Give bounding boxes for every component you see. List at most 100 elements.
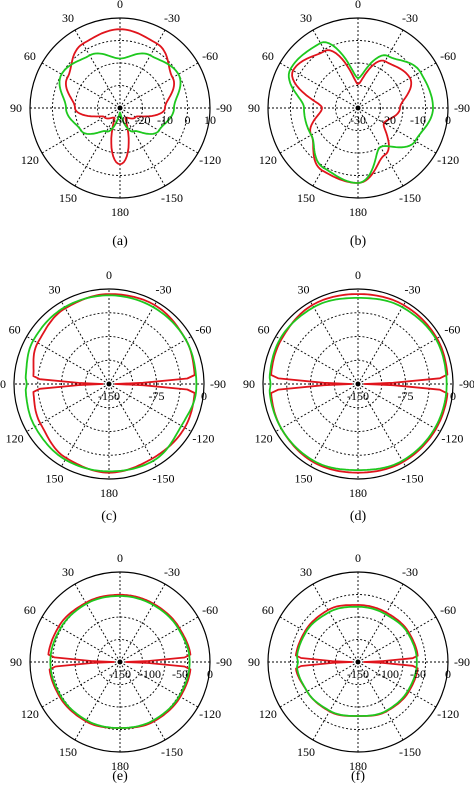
angle-tick-label: 60 (258, 323, 270, 337)
grid-ring (37, 312, 181, 456)
radial-tick-label: 0 (201, 389, 207, 403)
angle-tick-label: 180 (100, 486, 118, 500)
grid-spoke (41, 62, 121, 109)
polar-chart-c: 0 -30 -60 -90 -120 -150 180 150 120 90 60 30 -150 -75… (0, 268, 226, 524)
angle-tick-label: 30 (300, 11, 312, 25)
grid-ring (52, 40, 188, 176)
radial-tick-label: -100 (377, 667, 399, 681)
angle-tick-label: -120 (437, 153, 459, 167)
series-trace-green (58, 52, 182, 135)
subfigure-caption: (e) (112, 769, 128, 784)
center-dot (355, 659, 361, 665)
grid-ring (290, 40, 426, 176)
angle-tick-label: -30 (164, 565, 180, 579)
grid-spoke (357, 583, 404, 663)
angle-tick-label: 180 (349, 205, 367, 219)
grid-spoke (357, 616, 437, 663)
radial-tick-label: -20 (135, 113, 151, 127)
grid-spoke (119, 661, 199, 708)
series-trace-green (268, 297, 448, 471)
angle-tick-label: 150 (295, 471, 313, 485)
grid-spoke (312, 661, 359, 741)
subfigure-caption: (f) (351, 769, 365, 784)
center-dot (106, 381, 112, 387)
angle-tick-label: -150 (402, 471, 424, 485)
series-trace-green (49, 595, 191, 729)
radial-tick-label: -150 (109, 667, 131, 681)
angle-tick-label: -30 (402, 11, 418, 25)
center-dot (355, 105, 361, 111)
angle-tick-label: 60 (24, 49, 36, 63)
angle-tick-label: -30 (156, 283, 172, 297)
angle-tick-label: -60 (202, 49, 218, 63)
series-trace-red (65, 28, 175, 166)
angle-tick-label: 60 (9, 323, 21, 337)
grid-spoke (119, 661, 166, 741)
angle-tick-label: 0 (355, 268, 361, 282)
radial-tick-label: 0 (445, 113, 451, 127)
angle-tick-label: -60 (202, 603, 218, 617)
angle-tick-label: -90 (216, 655, 232, 669)
grid-ring (97, 85, 143, 131)
angle-tick-label: 180 (111, 759, 129, 773)
angle-tick-label: 120 (259, 707, 277, 721)
radial-tick-label: 0 (207, 667, 213, 681)
angle-tick-label: 120 (21, 153, 39, 167)
grid-spoke (279, 62, 359, 109)
angle-tick-label: 120 (21, 707, 39, 721)
angle-tick-label: -60 (440, 49, 456, 63)
angle-tick-label: 60 (262, 603, 274, 617)
angle-tick-label: -150 (161, 191, 183, 205)
grid-spoke (74, 661, 121, 741)
angle-tick-label: -120 (199, 153, 221, 167)
grid-spoke (279, 107, 359, 154)
radial-tick-label: -10 (410, 113, 426, 127)
radial-tick-label: 10 (204, 113, 216, 127)
grid-spoke (119, 62, 199, 109)
series-trace-green (296, 605, 418, 717)
angle-tick-label: 30 (298, 283, 310, 297)
angle-tick-label: 150 (59, 745, 77, 759)
angle-tick-label: 0 (355, 551, 361, 565)
grid-ring (286, 312, 430, 456)
polar-chart-e: 0 -30 -60 -90 -120 -150 180 150 120 90 60 30 -150 -10… (10, 551, 232, 784)
radial-tick-label: -30 (350, 113, 366, 127)
angle-tick-label: 90 (243, 377, 255, 391)
angle-tick-label: -60 (440, 603, 456, 617)
angle-tick-label: -90 (454, 655, 470, 669)
polar-chart-a: 0 -30 -60 -90 -120 -150 180 150 120 90 60 30 -30 -20-… (10, 0, 232, 249)
angle-tick-label: -30 (164, 11, 180, 25)
angle-tick-label: 60 (24, 603, 36, 617)
subfigure-caption: (d) (350, 509, 367, 524)
grid-spoke (357, 107, 437, 154)
angle-tick-label: 30 (49, 283, 61, 297)
angle-tick-label: -120 (199, 707, 221, 721)
center-dot (117, 105, 123, 111)
angle-tick-label: 30 (62, 11, 74, 25)
grid-spoke (119, 29, 166, 109)
angle-tick-label: 150 (59, 191, 77, 205)
grid-spoke (41, 661, 121, 708)
radial-tick-label: -100 (139, 667, 161, 681)
radial-tick-label: 0 (445, 667, 451, 681)
angle-tick-label: 0 (117, 0, 123, 11)
angle-tick-label: -150 (153, 471, 175, 485)
radial-tick-label: -150 (347, 389, 369, 403)
grid-ring (61, 336, 157, 432)
grid-spoke (74, 107, 121, 187)
angle-tick-label: 90 (248, 101, 260, 115)
polar-chart-f: 0 -30 -60 -90 -120 -150 180 150 120 90 60 30 -150 -10… (248, 551, 470, 784)
angle-tick-label: -150 (399, 191, 421, 205)
angle-tick-label: -150 (161, 745, 183, 759)
angle-tick-label: 180 (349, 486, 367, 500)
angle-tick-label: -90 (210, 377, 226, 391)
polar-chart-d: 0 -30 -60 -90 -120 -150 180 150 120 90 60 30 -150 -75… (243, 268, 474, 524)
angle-tick-label: 120 (255, 432, 273, 446)
grid-spoke (74, 29, 121, 109)
angle-tick-label: 120 (6, 432, 24, 446)
radial-tick-label: -75 (398, 389, 414, 403)
grid-spoke (74, 583, 121, 663)
angle-tick-label: 90 (10, 101, 22, 115)
series-trace-red (270, 293, 449, 474)
